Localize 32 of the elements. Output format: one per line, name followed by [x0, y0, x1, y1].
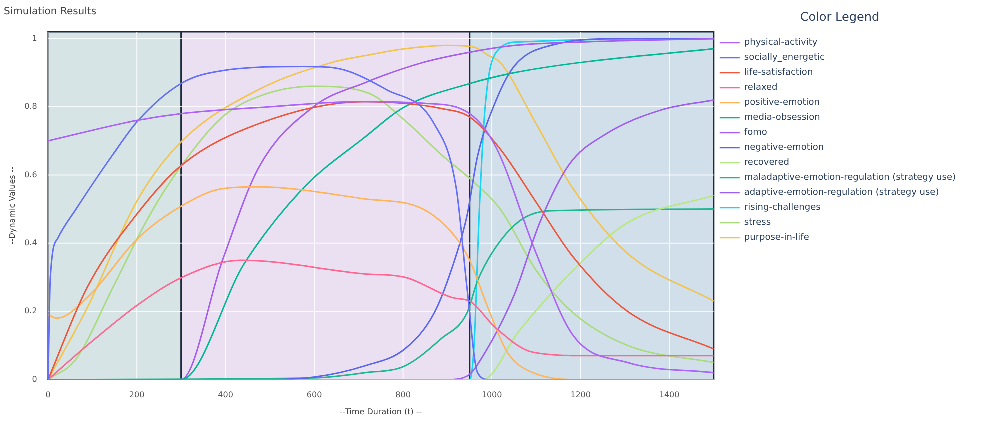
legend-label: fomo: [744, 128, 768, 138]
legend-label: rising-challenges: [744, 203, 822, 214]
x-tick-label: 1400: [659, 390, 680, 400]
legend-label: media-obsession: [744, 113, 820, 124]
legend-label: stress: [744, 218, 772, 228]
legend-title: Color Legend: [800, 10, 880, 24]
chart-title: Simulation Results: [4, 6, 97, 18]
legend-label: positive-emotion: [744, 98, 820, 108]
legend-label: physical-activity: [744, 38, 818, 48]
x-tick-label: 1200: [570, 390, 591, 400]
y-axis-title: --Dynamic Values --: [8, 166, 17, 245]
y-tick-label: 0.2: [24, 306, 38, 316]
x-axis-title: --Time Duration (t) --: [340, 407, 422, 416]
x-tick-label: 0: [46, 390, 51, 400]
x-tick-label: 800: [396, 390, 411, 400]
legend-label: recovered: [744, 158, 790, 168]
y-tick-label: 0: [32, 374, 38, 384]
x-tick-label: 400: [218, 390, 234, 400]
legend-label: life-satisfaction: [744, 68, 814, 78]
y-tick-label: 0.4: [24, 238, 38, 248]
legend-label: relaxed: [744, 83, 778, 94]
legend-label: purpose-in-life: [744, 233, 810, 244]
x-tick-label: 200: [129, 390, 145, 400]
legend-label: maladaptive-emotion-regulation (strategy use): [744, 173, 956, 184]
x-tick-label: 1000: [482, 390, 502, 400]
y-tick-label: 1: [32, 34, 38, 43]
legend-label: socially_energetic: [744, 53, 825, 64]
legend-label: negative-emotion: [744, 143, 824, 154]
y-tick-label: 0.8: [24, 102, 38, 112]
legend-label: adaptive-emotion-regulation (strategy use): [744, 188, 940, 198]
y-tick-label: 0.6: [24, 170, 38, 180]
x-tick-label: 600: [306, 390, 322, 400]
